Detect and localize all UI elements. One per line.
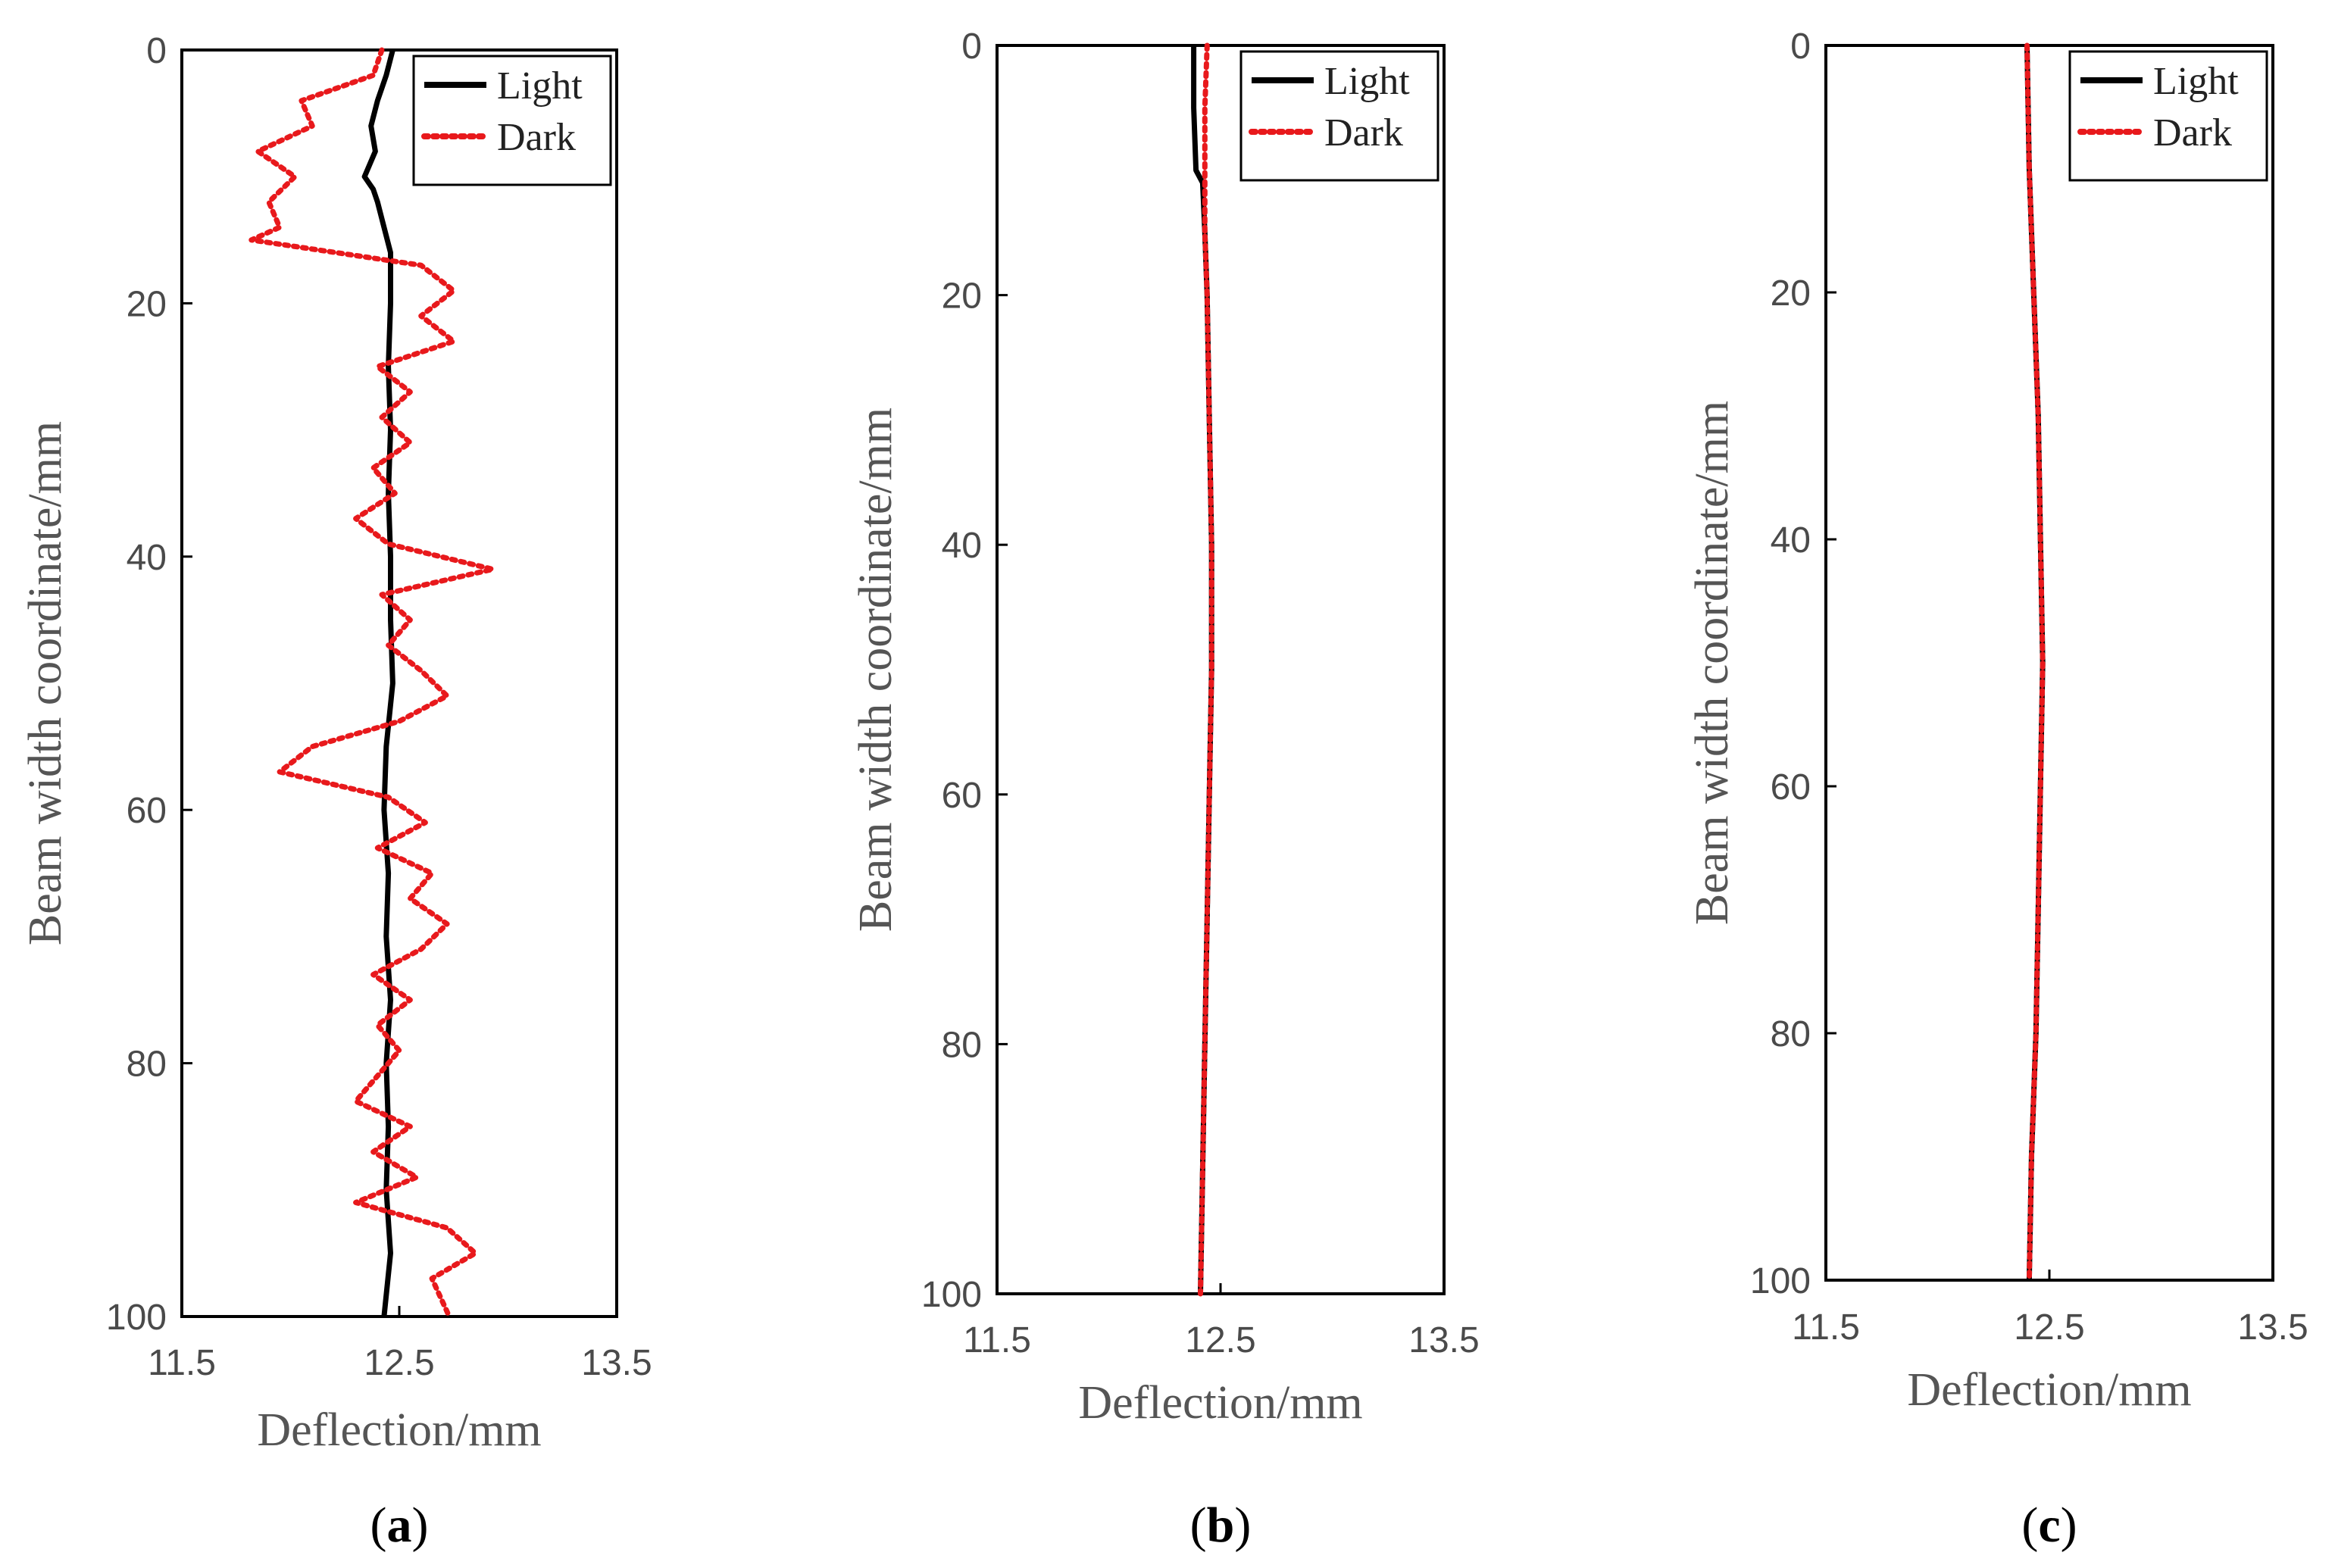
legend: Light Dark [1239, 50, 1439, 182]
y-axis-title: Beam width coordinate/mm [1686, 401, 1738, 925]
plot-area [180, 48, 618, 1318]
y-tick-label: 0 [961, 27, 982, 67]
legend-label-dark: Dark [497, 116, 576, 159]
y-axis-title: Beam width coordinate/mm [20, 421, 71, 945]
y-tick-label: 40 [942, 526, 982, 566]
panel-caption: (c) [2021, 1498, 2077, 1553]
caption-open: ( [1190, 1498, 1207, 1553]
x-tick-label: 11.5 [1792, 1307, 1860, 1348]
x-tick-label: 12.5 [1185, 1320, 1255, 1360]
y-tick-label: 100 [1750, 1261, 1811, 1301]
panel-caption: (b) [1190, 1498, 1252, 1553]
y-tick-label: 40 [127, 538, 167, 578]
legend: Light Dark [412, 55, 612, 186]
panel-b: 11.5 12.5 13.5 0 20 40 60 80 100 Deflection/mm Bea… [850, 27, 1480, 1553]
x-axis-title: Deflection/mm [1907, 1364, 2191, 1416]
series-line-light [361, 49, 395, 1317]
legend-label-light: Light [497, 64, 583, 108]
y-tick-label: 60 [942, 776, 982, 816]
y-tick-label: 0 [1790, 27, 1811, 67]
y-tick-label: 80 [127, 1045, 167, 1085]
panel-a: 11.5 12.5 13.5 0 20 40 60 80 100 Deflection/mm Bea… [20, 31, 652, 1553]
y-tick-label: 60 [1771, 767, 1811, 807]
x-tick-label: 12.5 [2014, 1307, 2084, 1348]
legend-label-dark: Dark [2153, 111, 2232, 155]
series-line-dark [249, 47, 495, 1320]
x-tick-label: 12.5 [364, 1343, 434, 1383]
legend-label-dark: Dark [1324, 111, 1403, 155]
panel-c: 11.5 12.5 13.5 0 20 40 60 80 100 Deflection/mm Bea… [1686, 27, 2308, 1553]
x-tick-label: 13.5 [2237, 1307, 2308, 1348]
y-tick-label: 20 [127, 284, 167, 324]
caption-open: ( [370, 1498, 387, 1553]
caption-letter: b [1207, 1498, 1235, 1553]
caption-open: ( [2021, 1498, 2038, 1553]
legend-box [1239, 50, 1439, 182]
caption-letter: a [387, 1498, 412, 1553]
legend-label-light: Light [2153, 60, 2239, 103]
series-line-dark [2024, 42, 2046, 1283]
x-tick-label: 11.5 [963, 1320, 1031, 1360]
y-tick-label: 60 [127, 791, 167, 831]
y-tick-label: 20 [1771, 273, 1811, 314]
panel-caption: (a) [370, 1498, 429, 1553]
plot-area [996, 44, 1446, 1295]
caption-close: ) [412, 1498, 429, 1553]
series-line-dark [1198, 42, 1214, 1297]
plot-area [1824, 44, 2274, 1282]
y-tick-label: 80 [1771, 1014, 1811, 1054]
x-tick-label: 11.5 [148, 1343, 216, 1383]
x-tick-label: 13.5 [1408, 1320, 1479, 1360]
legend-box [2068, 50, 2268, 182]
y-tick-label: 40 [1771, 520, 1811, 561]
legend-box [412, 55, 612, 186]
y-tick-label: 100 [106, 1298, 167, 1338]
caption-close: ) [1234, 1498, 1251, 1553]
caption-letter: c [2038, 1498, 2060, 1553]
y-tick-label: 0 [146, 31, 167, 71]
x-axis-title: Deflection/mm [1078, 1377, 1362, 1429]
caption-close: ) [2061, 1498, 2077, 1553]
x-axis-title: Deflection/mm [257, 1404, 541, 1456]
legend-label-light: Light [1324, 60, 1410, 103]
y-tick-label: 80 [942, 1025, 982, 1065]
x-tick-label: 13.5 [581, 1343, 652, 1383]
y-tick-label: 100 [921, 1275, 982, 1315]
y-tick-label: 20 [942, 276, 982, 317]
y-axis-title: Beam width coordinate/mm [850, 408, 902, 932]
legend: Light Dark [2068, 50, 2268, 182]
